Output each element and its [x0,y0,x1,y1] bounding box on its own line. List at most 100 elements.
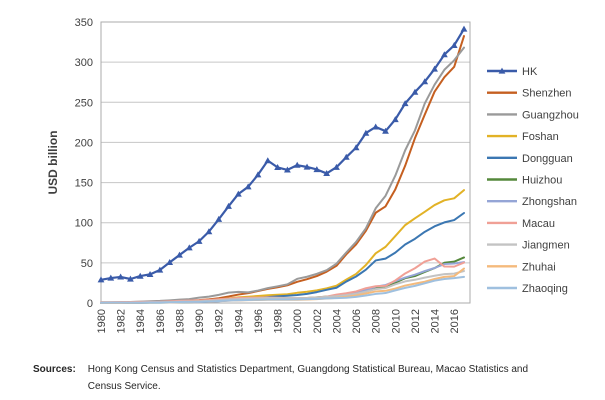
data-point-marker [421,78,429,85]
x-tick-label: 1986 [155,309,167,333]
x-tick-label: 2008 [371,309,383,333]
x-tick-label: 1996 [253,309,265,333]
data-point-marker [431,65,438,72]
data-point-marker [382,127,389,134]
data-point-marker [107,274,115,281]
series-line-hk [99,27,466,281]
data-point-marker [284,166,291,173]
series-dongguan [100,211,465,304]
data-point-marker [185,244,193,251]
legend-label: Dongguan [522,153,573,165]
data-point-marker [411,88,419,95]
data-point-marker [234,190,242,197]
data-point-marker [166,258,174,265]
x-tick-label: 2002 [312,309,324,333]
data-point-marker [352,144,360,151]
data-point-marker [372,123,380,130]
x-tick-label: 2000 [292,309,304,333]
data-point-marker [127,275,134,282]
x-tick-label: 2014 [430,309,442,333]
legend-item-hk: HK [487,66,538,78]
legend-item-zhaoqing: Zhaoqing [487,283,568,295]
data-point-marker [156,266,164,273]
data-point-marker [460,25,468,32]
y-tick-label: 50 [81,258,93,270]
legend-item-macau: Macau [487,218,555,230]
x-tick-label: 2016 [449,309,461,333]
gdp-line-chart: 0 50 100 150 200 250 300 350 1980 1982 1984 1986 198… [46,17,579,333]
x-tick-label: 1984 [135,309,147,333]
series-line-guangzhou [100,46,465,304]
x-tick-label: 1994 [233,309,245,333]
data-point-marker [225,202,232,209]
x-tick-label: 2006 [351,309,363,333]
legend-label: HK [522,66,538,78]
data-point-marker [274,163,281,170]
data-point-marker [342,153,350,160]
data-point-marker [401,100,409,107]
legend-label: Zhuhai [522,261,556,273]
legend-item-foshan: Foshan [487,131,559,143]
data-point-marker [293,161,301,168]
y-axis-title: USD billion [46,131,60,195]
y-tick-label: 0 [87,298,93,310]
x-tick-label: 1982 [116,309,128,333]
legend-label: Zhaoqing [522,283,568,295]
y-tick-label: 300 [75,57,93,69]
data-point-marker [323,170,331,177]
data-point-marker [313,166,321,173]
y-tick-label: 200 [75,137,93,149]
x-tick-label: 1988 [174,309,186,333]
series-line-dongguan [100,211,465,304]
data-point-marker [244,183,252,190]
data-point-marker [97,276,105,283]
x-tick-label: 1998 [273,309,285,333]
data-point-marker [146,270,154,277]
data-point-marker [498,67,506,74]
legend-label: Zhongshan [522,196,577,208]
data-point-marker [254,171,262,178]
data-point-marker [391,116,399,123]
x-tick-label: 2012 [410,309,422,333]
x-tick-label: 2010 [390,309,402,333]
data-point-marker [450,41,458,48]
legend-label: Foshan [522,131,559,143]
y-tick-label: 350 [75,17,93,29]
series-guangzhou [100,46,465,304]
data-point-marker [176,251,183,258]
data-point-marker [195,237,203,244]
legend-item-dongguan: Dongguan [487,153,573,165]
legend-item-zhongshan: Zhongshan [487,196,577,208]
legend-label: Jiangmen [522,240,570,252]
data-point-marker [136,272,144,279]
legend-label: Huizhou [522,175,562,187]
legend-item-zhuhai: Zhuhai [487,261,556,273]
y-tick-label: 150 [75,178,93,190]
sources-note: Sources: Hong Kong Census and Statistics… [33,361,540,395]
data-point-marker [333,163,340,170]
data-point-marker [205,228,213,235]
data-point-marker [362,129,370,136]
legend-item-shenzhen: Shenzhen [487,88,572,100]
series-hk [97,25,468,283]
y-tick-label: 100 [75,218,93,230]
legend-item-jiangmen: Jiangmen [487,240,570,252]
legend-label: Macau [522,218,555,230]
data-point-marker [117,273,125,280]
x-tick-label: 1990 [194,309,206,333]
legend-label: Shenzhen [522,88,572,100]
sources-label: Sources: [33,364,76,375]
legend-label: Guangzhou [522,109,579,121]
data-point-marker [264,157,272,164]
series-line-zhaoqing [100,275,465,304]
x-tick-label: 2004 [331,309,343,333]
legend-item-guangzhou: Guangzhou [487,109,579,121]
data-point-marker [440,51,448,58]
data-point-marker [215,215,223,222]
data-point-marker [303,163,311,170]
sources-text: Hong Kong Census and Statistics Departme… [87,364,529,392]
x-tick-label: 1980 [96,309,108,333]
x-tick-label: 1992 [214,309,226,333]
series-zhaoqing [100,275,465,304]
